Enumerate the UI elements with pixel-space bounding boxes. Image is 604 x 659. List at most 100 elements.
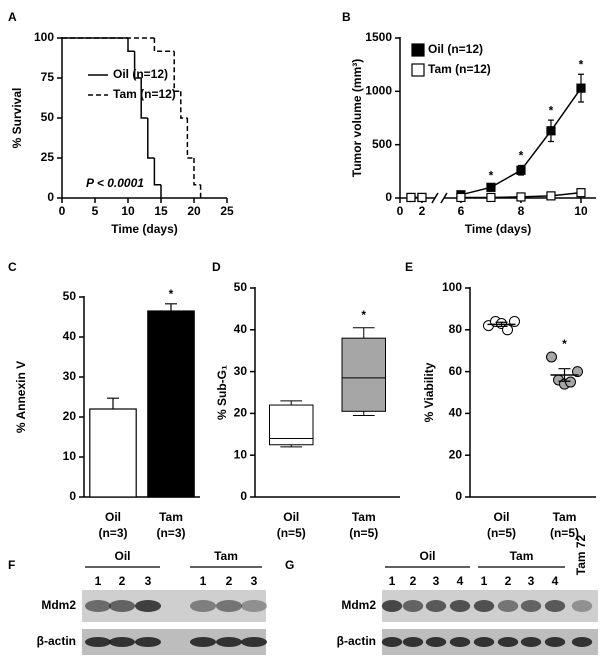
blot-band (497, 637, 519, 647)
y-tick-label: 1500 (365, 30, 392, 44)
row-label: Mdm2 (41, 598, 76, 612)
survival-step (147, 118, 155, 159)
blot-band (520, 637, 542, 647)
data-point (546, 126, 556, 136)
panel-letter: F (8, 558, 15, 572)
significance-label: * (519, 149, 524, 163)
blot-band (108, 600, 136, 612)
blot-band (84, 600, 112, 612)
blot-band (240, 637, 268, 647)
lane-label: 3 (528, 574, 535, 588)
x-tick-note: (n=3) (156, 526, 185, 540)
x-tick-label: Tam (553, 510, 577, 524)
y-tick-label: 20 (63, 409, 77, 423)
lane-label: 3 (251, 574, 258, 588)
y-tick-label: 10 (234, 447, 248, 461)
legend-label: Tam (n=12) (428, 62, 491, 76)
lane-label: 2 (226, 574, 233, 588)
y-tick-label: 40 (234, 322, 248, 336)
survival-step (173, 51, 181, 93)
panel-letter: G (285, 558, 294, 572)
blot-band (215, 600, 243, 612)
survival-step (133, 51, 142, 79)
y-tick-label: 0 (240, 489, 247, 503)
x-tick-label: Tam (352, 510, 376, 524)
legend-label: Oil (n=12) (113, 67, 168, 81)
row-label: Mdm2 (341, 598, 376, 612)
blot-band (189, 600, 217, 612)
x-tick-note: (n=5) (277, 526, 306, 540)
legend-swatch (411, 63, 425, 77)
group-label: Tam (510, 549, 534, 563)
x-tick-label: 20 (187, 204, 201, 218)
x-tick-note: (n=5) (550, 526, 579, 540)
blot-band (473, 600, 495, 612)
error-bar (558, 368, 571, 382)
blot-band (449, 637, 471, 647)
y-tick-label: 1000 (365, 84, 392, 98)
bar (147, 310, 195, 498)
axis-break (440, 192, 448, 204)
x-tick-label: Oil (283, 510, 299, 524)
y-tick-label: 0 (47, 190, 54, 204)
y-tick-label: 500 (372, 137, 392, 151)
x-tick-label: 5 (92, 204, 99, 218)
blot-band (402, 600, 424, 612)
x-axis-label: Time (days) (465, 222, 531, 236)
survival-step (193, 158, 201, 186)
lane-label: 1 (95, 574, 102, 588)
y-tick-label: 50 (234, 280, 248, 294)
x-tick-label: 10 (121, 204, 135, 218)
blot-band (544, 600, 566, 612)
data-point (546, 351, 557, 363)
x-tick-label: 0 (397, 204, 404, 218)
lane-label: 1 (481, 574, 488, 588)
data-point (572, 366, 583, 378)
x-axis-label: Time (days) (111, 222, 177, 236)
blot-band (449, 600, 471, 612)
significance-label: * (169, 287, 174, 301)
group-label: Oil (114, 549, 130, 563)
significance-label: * (549, 103, 554, 117)
y-axis-label: Tumor volume (mm³) (350, 59, 364, 177)
x-tick-label: 2 (419, 204, 426, 218)
survival-step (153, 158, 161, 186)
blot-band (240, 600, 268, 612)
bar (89, 408, 137, 498)
blot-band (108, 637, 136, 647)
panel-letter: D (212, 260, 221, 274)
y-tick-label: 0 (385, 190, 392, 204)
group-label: Oil (419, 549, 435, 563)
data-point (565, 376, 576, 388)
y-tick-label: 100 (442, 280, 462, 294)
y-tick-label: 40 (63, 329, 77, 343)
lane-label: 2 (505, 574, 512, 588)
lane-label: 3 (145, 574, 152, 588)
x-tick-note: (n=5) (487, 526, 516, 540)
lane-label: 1 (389, 574, 396, 588)
series-line (410, 87, 582, 199)
box (341, 337, 386, 412)
x-tick-note: (n=5) (349, 526, 378, 540)
blot-band (473, 637, 495, 647)
y-axis-label: % Viability (422, 362, 436, 422)
significance-label: * (579, 57, 584, 71)
blot-band (571, 637, 593, 647)
data-point (417, 192, 427, 203)
blot-band (381, 600, 403, 612)
lane-label: 2 (119, 574, 126, 588)
lane-label: Tam 72 (574, 534, 588, 575)
lane-label: 2 (410, 574, 417, 588)
blot-band (497, 600, 519, 612)
survival-step (180, 91, 188, 119)
panel-letter: B (342, 10, 351, 24)
blot-band (215, 637, 243, 647)
blot-band (84, 637, 112, 647)
survival-step (140, 78, 148, 119)
significance-label: * (361, 308, 366, 322)
panel-letter: E (405, 260, 413, 274)
data-point (546, 191, 556, 201)
data-point (516, 165, 526, 175)
y-tick-label: 30 (234, 364, 248, 378)
